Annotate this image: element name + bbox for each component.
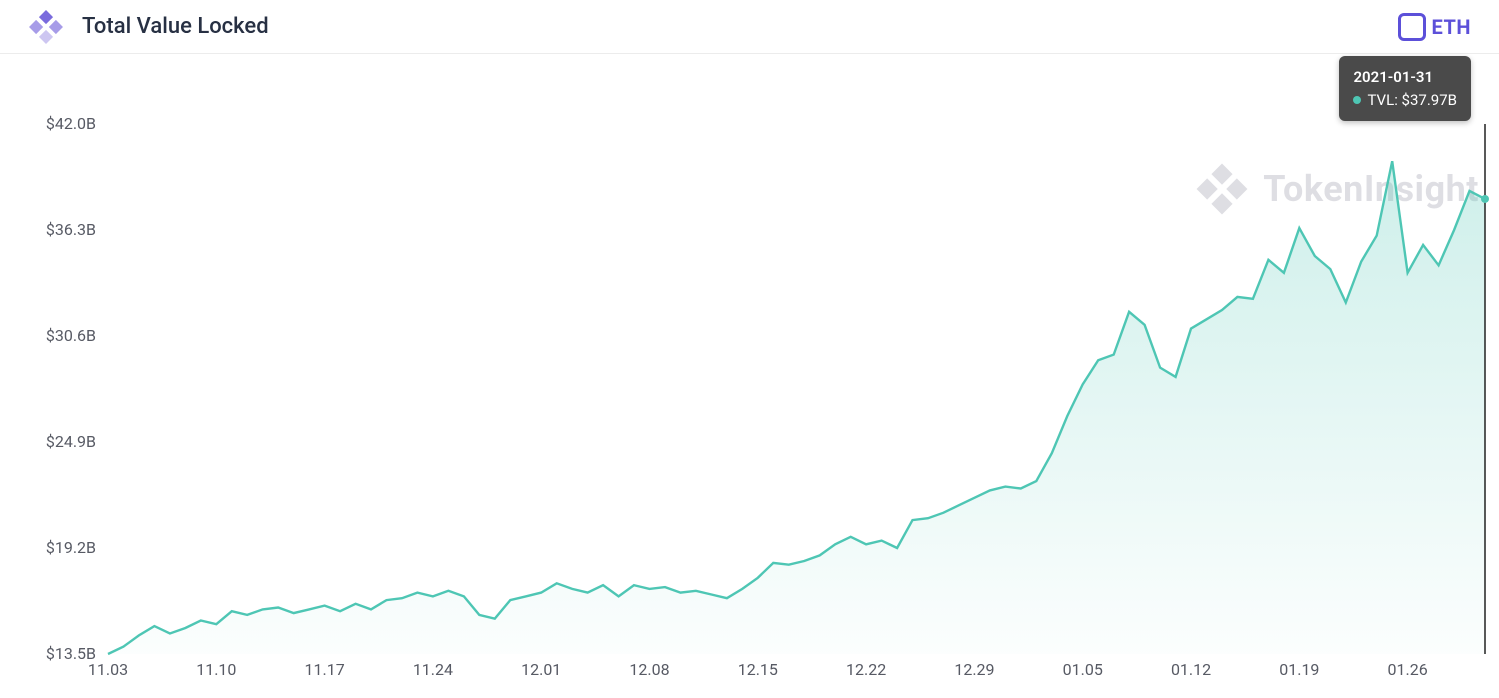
x-axis-tick-label: 11.24 bbox=[413, 660, 453, 679]
topbar-left: Total Value Locked bbox=[28, 9, 269, 45]
x-axis-tick-label: 01.19 bbox=[1279, 660, 1319, 679]
currency-checkbox-icon[interactable] bbox=[1398, 13, 1426, 41]
y-axis-tick-label: $42.0B bbox=[26, 114, 96, 133]
chart-tooltip: 2021-01-31 TVL: $37.97B bbox=[1339, 56, 1471, 121]
x-axis-tick-label: 12.08 bbox=[629, 660, 669, 679]
topbar: Total Value Locked ETH bbox=[0, 0, 1499, 54]
x-axis-tick-label: 12.15 bbox=[738, 660, 778, 679]
x-axis-tick-label: 11.03 bbox=[88, 660, 128, 679]
currency-label: ETH bbox=[1432, 15, 1471, 39]
chart-canvas bbox=[0, 54, 1499, 698]
x-axis-tick-label: 12.01 bbox=[521, 660, 561, 679]
y-axis-tick-label: $13.5B bbox=[26, 644, 96, 663]
tvl-chart[interactable]: TokenInsight 2021-01-31 TVL: $37.97B $13… bbox=[0, 54, 1499, 698]
x-axis-tick-label: 11.10 bbox=[196, 660, 236, 679]
x-axis-tick-label: 01.05 bbox=[1063, 660, 1103, 679]
x-axis-tick-label: 01.12 bbox=[1171, 660, 1211, 679]
y-axis-tick-label: $19.2B bbox=[26, 538, 96, 557]
tooltip-series-label: TVL: $37.97B bbox=[1367, 89, 1457, 112]
x-axis-tick-label: 12.22 bbox=[846, 660, 886, 679]
x-axis-tick-label: 01.26 bbox=[1388, 660, 1428, 679]
y-axis-tick-label: $36.3B bbox=[26, 220, 96, 239]
y-axis-tick-label: $24.9B bbox=[26, 432, 96, 451]
tokeninsight-logo-icon bbox=[28, 9, 64, 45]
x-axis-tick-label: 12.29 bbox=[954, 660, 994, 679]
x-axis-tick-label: 11.17 bbox=[305, 660, 345, 679]
y-axis-tick-label: $30.6B bbox=[26, 326, 96, 345]
tooltip-date: 2021-01-31 bbox=[1353, 66, 1457, 89]
tooltip-series-dot-icon bbox=[1353, 96, 1361, 104]
page-title: Total Value Locked bbox=[82, 14, 269, 39]
currency-selector[interactable]: ETH bbox=[1398, 13, 1471, 41]
